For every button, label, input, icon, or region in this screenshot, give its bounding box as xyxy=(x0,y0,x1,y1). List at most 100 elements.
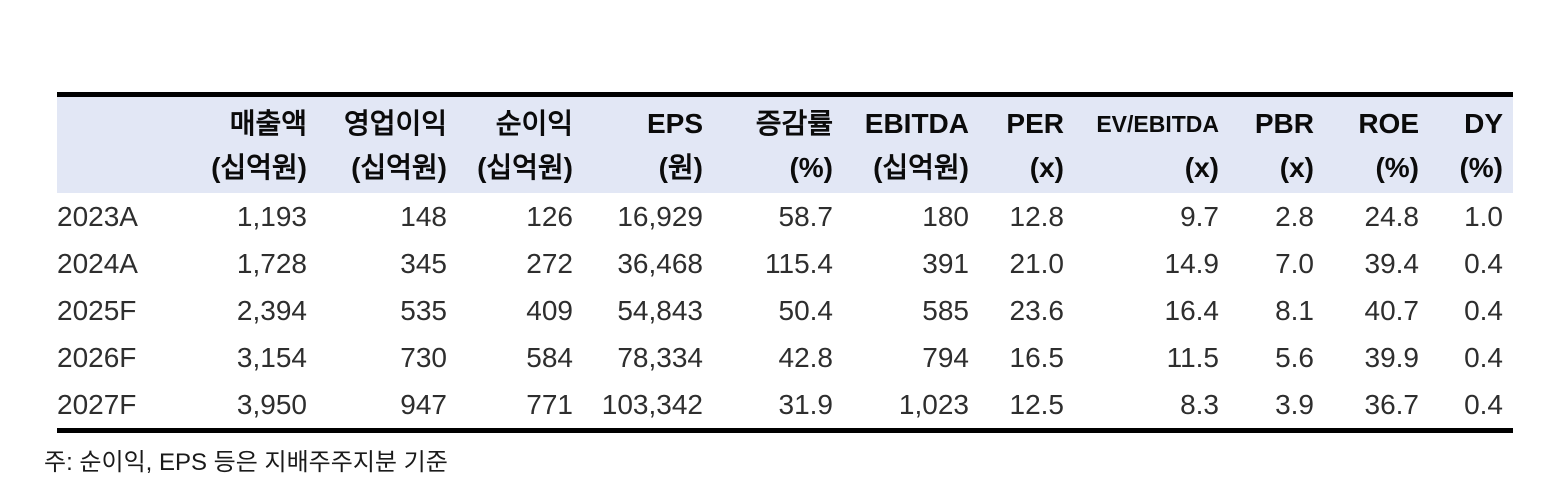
table-body: 2023A 1,193 148 126 16,929 58.7 180 12.8 9.7 2.8 2… xyxy=(57,193,1513,431)
table-header: 매출액 (십억원) 영업이익 (십억원) 순이익 (십억원) EPS (원) 증감률 (%) EBI… xyxy=(57,94,1513,193)
cell-pbr: 8.1 xyxy=(1275,294,1314,326)
column-header-eps: EPS (원) xyxy=(583,94,713,193)
cell-chg_rate: 115.4 xyxy=(765,247,833,279)
cell-dy: 0.4 xyxy=(1464,294,1503,326)
cell-roe: 39.4 xyxy=(1364,247,1420,279)
cell-chg_rate: 31.9 xyxy=(778,388,834,420)
cell-per: 12.8 xyxy=(1009,200,1065,232)
financial-table-wrap: 매출액 (십억원) 영업이익 (십억원) 순이익 (십억원) EPS (원) 증감률 (%) EBI… xyxy=(57,92,1513,433)
cell-ev_ebitda: 11.5 xyxy=(1166,341,1219,373)
column-unit: (x) xyxy=(1184,152,1219,183)
column-unit: (%) xyxy=(1459,152,1503,183)
cell-ebitda: 585 xyxy=(922,294,969,326)
column-label: EV/EBITDA xyxy=(1096,111,1219,137)
table-row: 2026F 3,154 730 584 78,334 42.8 794 16.5 11.5 5.6… xyxy=(57,334,1513,381)
column-header-roe: ROE (%) xyxy=(1324,94,1429,193)
cell-eps: 78,334 xyxy=(617,341,703,373)
column-unit: (십억원) xyxy=(211,152,307,183)
cell-op_profit: 947 xyxy=(400,388,447,420)
column-unit: (%) xyxy=(789,152,833,183)
column-label: ROE xyxy=(1358,108,1419,139)
financial-estimates-table: 매출액 (십억원) 영업이익 (십억원) 순이익 (십억원) EPS (원) 증감률 (%) EBI… xyxy=(57,92,1513,433)
cell-ebitda: 391 xyxy=(922,247,969,279)
table-row: 2024A 1,728 345 272 36,468 115.4 391 21.0 14.9 7.… xyxy=(57,240,1513,287)
row-year: 2026F xyxy=(57,341,137,373)
cell-ev_ebitda: 8.3 xyxy=(1180,388,1219,420)
cell-eps: 103,342 xyxy=(601,388,703,420)
cell-roe: 36.7 xyxy=(1364,388,1420,420)
column-label: 매출액 xyxy=(229,108,307,139)
cell-ev_ebitda: 16.4 xyxy=(1164,294,1220,326)
column-label: EPS xyxy=(646,108,703,139)
cell-op_profit: 345 xyxy=(400,247,447,279)
cell-net_profit: 584 xyxy=(526,341,573,373)
column-unit: (십억원) xyxy=(873,152,969,183)
cell-net_profit: 126 xyxy=(526,200,573,232)
cell-ev_ebitda: 9.7 xyxy=(1180,200,1219,232)
cell-dy: 1.0 xyxy=(1464,200,1503,232)
column-unit: (%) xyxy=(1375,152,1419,183)
column-unit: (x) xyxy=(1279,152,1314,183)
column-label: PBR xyxy=(1254,108,1314,139)
cell-revenue: 2,394 xyxy=(236,294,307,326)
cell-chg_rate: 42.8 xyxy=(778,341,834,373)
table-footnote: 주: 순이익, EPS 등은 지배주주지분 기준 xyxy=(44,449,448,476)
cell-net_profit: 409 xyxy=(526,294,573,326)
cell-dy: 0.4 xyxy=(1464,341,1503,373)
column-header-op_profit: 영업이익 (십억원) xyxy=(317,94,457,193)
cell-op_profit: 148 xyxy=(400,200,447,232)
column-label: 영업이익 xyxy=(343,108,447,139)
row-year: 2025F xyxy=(57,294,137,326)
column-unit: (십억원) xyxy=(477,152,573,183)
column-label: EBITDA xyxy=(864,108,969,139)
cell-revenue: 3,950 xyxy=(236,388,307,420)
cell-roe: 40.7 xyxy=(1364,294,1420,326)
cell-net_profit: 272 xyxy=(526,247,573,279)
cell-revenue: 1,193 xyxy=(236,200,307,232)
cell-op_profit: 730 xyxy=(400,341,447,373)
column-unit xyxy=(57,145,165,149)
cell-per: 12.5 xyxy=(1009,388,1065,420)
header-row: 매출액 (십억원) 영업이익 (십억원) 순이익 (십억원) EPS (원) 증감률 (%) EBI… xyxy=(57,94,1513,193)
cell-per: 23.6 xyxy=(1009,294,1065,326)
table-row: 2025F 2,394 535 409 54,843 50.4 585 23.6 16.4 8.1… xyxy=(57,287,1513,334)
cell-pbr: 2.8 xyxy=(1275,200,1314,232)
column-label: 순이익 xyxy=(495,108,573,139)
column-unit: (십억원) xyxy=(351,152,447,183)
cell-revenue: 1,728 xyxy=(236,247,307,279)
column-unit: (x) xyxy=(1029,152,1064,183)
cell-per: 21.0 xyxy=(1009,247,1065,279)
column-label: 증감률 xyxy=(755,108,833,139)
cell-eps: 54,843 xyxy=(617,294,703,326)
column-label: PER xyxy=(1006,108,1064,139)
cell-roe: 24.8 xyxy=(1364,200,1420,232)
table-row: 2023A 1,193 148 126 16,929 58.7 180 12.8 9.7 2.8 2… xyxy=(57,193,1513,240)
column-unit: (원) xyxy=(658,152,703,183)
cell-roe: 39.9 xyxy=(1364,341,1420,373)
cell-dy: 0.4 xyxy=(1464,388,1503,420)
cell-revenue: 3,154 xyxy=(236,341,307,373)
cell-chg_rate: 50.4 xyxy=(778,294,834,326)
cell-eps: 36,468 xyxy=(617,247,703,279)
cell-pbr: 7.0 xyxy=(1275,247,1314,279)
cell-op_profit: 535 xyxy=(400,294,447,326)
row-year: 2027F xyxy=(57,388,137,420)
column-header-per: PER (x) xyxy=(979,94,1074,193)
cell-ebitda: 1,023 xyxy=(898,388,969,420)
table-row: 2027F 3,950 947 771 103,342 31.9 1,023 12.5 8.3 3… xyxy=(57,381,1513,431)
cell-chg_rate: 58.7 xyxy=(778,200,834,232)
column-header-net_profit: 순이익 (십억원) xyxy=(457,94,583,193)
column-header-year xyxy=(57,94,165,193)
column-header-revenue: 매출액 (십억원) xyxy=(165,94,317,193)
row-year: 2024A xyxy=(57,247,138,279)
cell-dy: 0.4 xyxy=(1464,247,1503,279)
cell-ebitda: 794 xyxy=(922,341,969,373)
column-header-pbr: PBR (x) xyxy=(1229,94,1324,193)
cell-pbr: 5.6 xyxy=(1275,341,1314,373)
column-header-dy: DY (%) xyxy=(1429,94,1513,193)
row-year: 2023A xyxy=(57,200,138,232)
cell-ebitda: 180 xyxy=(922,200,969,232)
column-header-chg_rate: 증감률 (%) xyxy=(713,94,843,193)
cell-eps: 16,929 xyxy=(617,200,703,232)
